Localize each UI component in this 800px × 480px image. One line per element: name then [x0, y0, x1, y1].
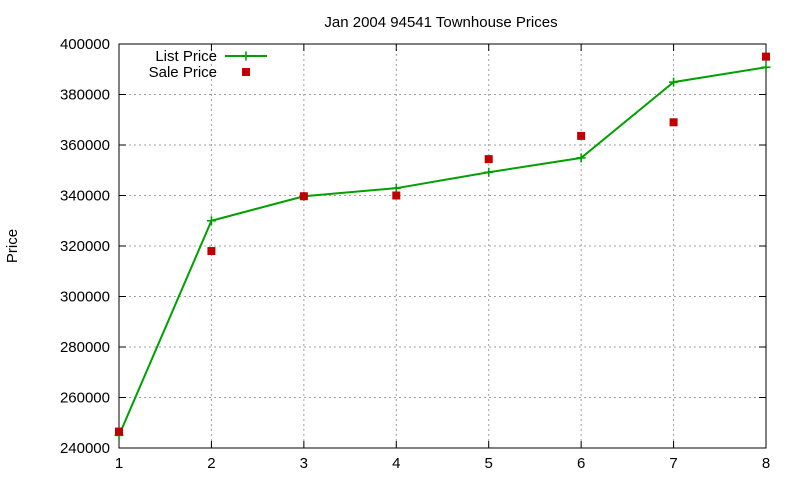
y-tick-label: 300000: [60, 289, 110, 306]
series: [114, 52, 771, 440]
axes: 240000 260000 280000 300000 320000 340000 3600…: [60, 36, 770, 472]
sale-price-point: [299, 192, 308, 201]
y-tick-label: 340000: [60, 188, 110, 205]
list-price-point: [391, 183, 401, 193]
y-tick-label: 360000: [60, 137, 110, 154]
sale-price-point: [577, 131, 586, 140]
x-tick-label: 5: [485, 455, 493, 472]
sale-price-point: [762, 52, 770, 61]
y-tick-label: 280000: [60, 339, 110, 356]
y-tick-label: 240000: [60, 440, 110, 457]
list-price-line: [118, 66, 767, 436]
x-tick-label: 2: [207, 455, 215, 472]
list-price-point: [761, 62, 771, 72]
x-tick-label: 1: [115, 455, 123, 472]
sale-price-point: [392, 191, 401, 200]
y-tick-label: 260000: [60, 390, 110, 407]
list-price-point: [576, 153, 586, 163]
list-price-point: [484, 167, 494, 177]
y-tick-label: 380000: [60, 87, 110, 104]
x-tick-label: 7: [669, 455, 677, 472]
list-price-point: [206, 216, 216, 226]
x-tick-label: 8: [762, 455, 770, 472]
legend-label-list-price: List Price: [155, 48, 217, 65]
y-axis-label: Price: [4, 229, 21, 263]
legend-label-sale-price: Sale Price: [149, 64, 217, 81]
y-tick-label: 400000: [60, 36, 110, 53]
sale-price-point: [115, 427, 123, 436]
sale-price-point: [484, 155, 493, 164]
y-tick-label: 320000: [60, 238, 110, 255]
legend-marker-list-price: [241, 51, 251, 61]
x-tick-label: 6: [577, 455, 585, 472]
legend-marker-sale-price: [242, 68, 250, 76]
grid: [119, 44, 766, 448]
chart-title: Jan 2004 94541 Townhouse Prices: [324, 14, 557, 31]
plot-frame: [118, 43, 767, 449]
list-price-point: [669, 77, 679, 87]
sale-price-point: [669, 118, 678, 127]
sale-price-point: [207, 247, 216, 256]
x-tick-label: 3: [300, 455, 308, 472]
x-tick-label: 4: [392, 455, 400, 472]
